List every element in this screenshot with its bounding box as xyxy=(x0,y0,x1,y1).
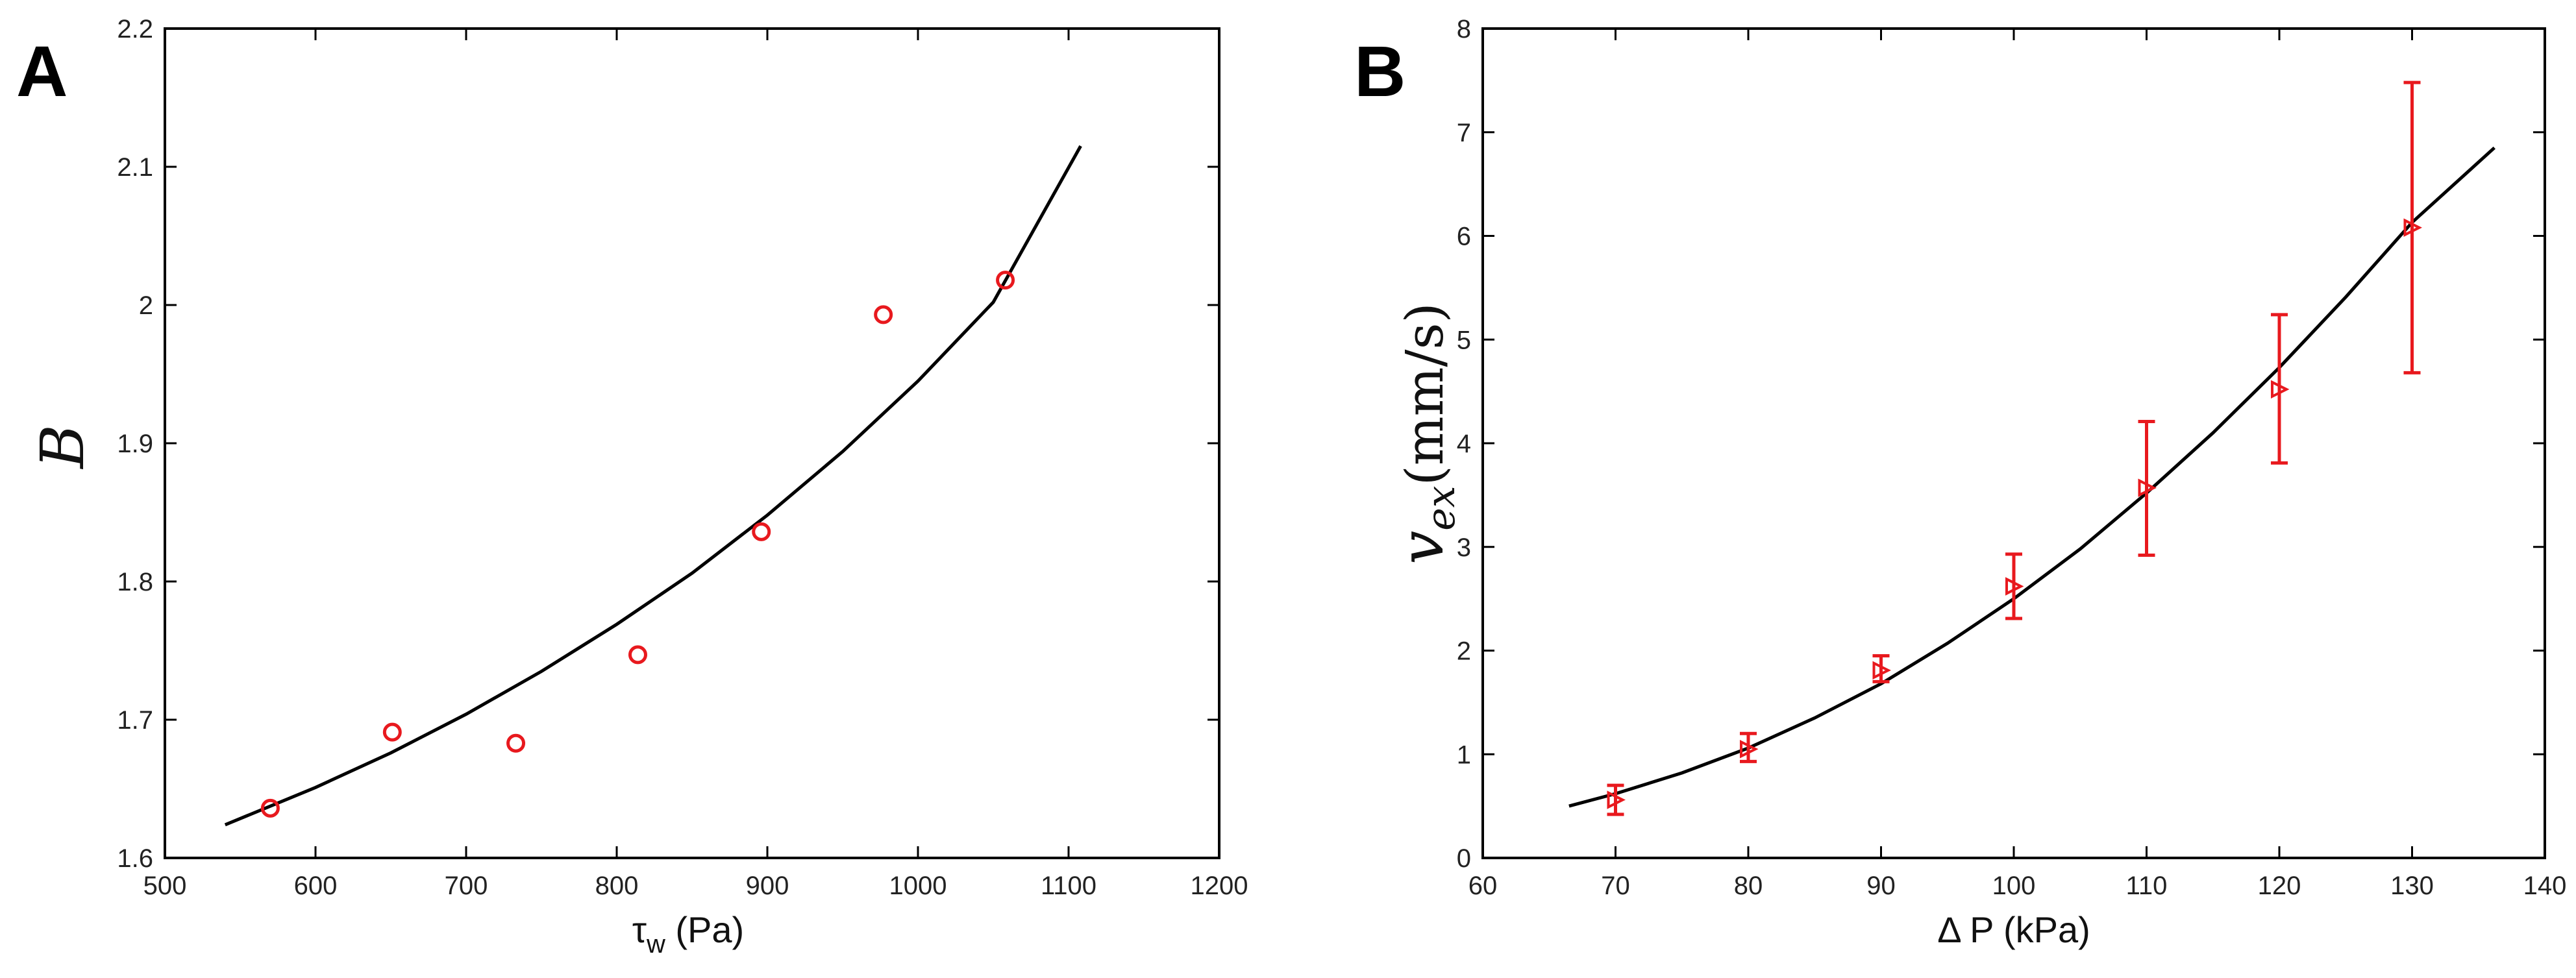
panel-b-y-axis-label-unit: (mm/s) xyxy=(1394,302,1455,485)
panel-b-letter: B xyxy=(1354,32,1406,112)
panel-b-x-tick-label: 120 xyxy=(2258,872,2301,900)
panel-a-x-tick-label: 500 xyxy=(143,872,187,900)
panel-a-x-tick-label: 800 xyxy=(595,872,639,900)
panel-b-y-tick-label: 1 xyxy=(1457,740,1471,769)
panel-a-y-tick-label: 2 xyxy=(139,291,153,320)
panel-b-ticks: 60 70 80 90 100 110 120 130 140 0 1 2 3 4 5 6 7 8 xyxy=(1457,15,2567,900)
panel-b-y-tick-label: 8 xyxy=(1457,15,1471,43)
panel-a-letter: A xyxy=(16,32,68,112)
panel-b-x-tick-label: 100 xyxy=(1992,872,2036,900)
panel-b-y-tick-label: 0 xyxy=(1457,844,1471,873)
panel-a-y-tick-label: 2.1 xyxy=(117,153,153,182)
data-point xyxy=(874,305,893,324)
panel-b: B 60 70 80 90 100 110 120 130 140 0 1 2 3 4 5 6 7 8 vex(m… xyxy=(1354,15,2566,950)
data-point xyxy=(2271,380,2290,399)
data-point xyxy=(506,733,526,753)
data-point xyxy=(1872,661,1891,680)
panel-a-x-axis-label: τw (Pa) xyxy=(632,909,744,959)
panel-a-y-tick-label: 1.6 xyxy=(117,844,153,873)
data-point xyxy=(2403,218,2422,237)
data-point xyxy=(2138,478,2157,497)
panel-b-x-axis-label: Δ P (kPa) xyxy=(1937,909,2090,950)
panel-a-x-tick-label: 1000 xyxy=(889,872,947,900)
panel-b-x-tick-label: 70 xyxy=(1601,872,1630,900)
panel-b-y-tick-label: 5 xyxy=(1457,326,1471,354)
panel-a-ticks: 500 600 700 800 900 1000 1100 1200 1.6 1.7 1.8 1.9 2… xyxy=(117,15,1248,900)
panel-a-x-axis-label-sub: w xyxy=(646,930,665,959)
panel-b-x-tick-label: 60 xyxy=(1468,872,1498,900)
data-point xyxy=(1740,740,1759,759)
panel-a-x-tick-label: 700 xyxy=(445,872,488,900)
panel-b-y-tick-label: 2 xyxy=(1457,637,1471,666)
data-point xyxy=(260,798,280,818)
data-point xyxy=(996,271,1015,290)
panel-b-y-axis-label-main: v xyxy=(1387,531,1457,565)
panel-a-x-tick-label: 1200 xyxy=(1191,872,1248,900)
panel-b-y-tick-label: 6 xyxy=(1457,223,1471,251)
panel-b-y-tick-label: 7 xyxy=(1457,119,1471,147)
panel-b-fit-curve xyxy=(1568,146,2496,808)
panel-b-plot-frame xyxy=(1481,27,2546,859)
data-point xyxy=(628,645,647,665)
panel-b-data-points xyxy=(1607,218,2422,809)
panel-a-y-tick-label: 2.2 xyxy=(117,15,153,43)
panel-b-y-tick-label: 4 xyxy=(1457,430,1471,458)
data-point xyxy=(2005,577,2024,596)
panel-a-y-tick-label: 1.9 xyxy=(117,430,153,458)
panel-a-fit-curve xyxy=(224,145,1082,827)
panel-a-x-axis-label-unit: (Pa) xyxy=(665,909,744,950)
panel-b-x-tick-label: 140 xyxy=(2523,872,2567,900)
panel-a-data-points xyxy=(260,271,1015,818)
data-point xyxy=(382,722,402,742)
panel-b-error-bars xyxy=(1607,80,2421,816)
panel-b-x-tick-label: 90 xyxy=(1866,872,1896,900)
panel-b-y-tick-label: 3 xyxy=(1457,533,1471,562)
panel-a: A 500 600 700 800 900 1000 1100 1200 1.6 1.7 1.8 1.… xyxy=(16,15,1248,959)
panel-b-y-axis-label-sub: ex xyxy=(1418,485,1464,530)
data-point xyxy=(1607,790,1626,809)
panel-a-x-tick-label: 1100 xyxy=(1041,872,1096,900)
panel-a-y-tick-label: 1.8 xyxy=(117,568,153,596)
panel-a-plot-frame xyxy=(164,27,1220,859)
panel-a-x-tick-label: 600 xyxy=(294,872,338,900)
panel-a-y-tick-label: 1.7 xyxy=(117,706,153,735)
panel-a-x-tick-label: 900 xyxy=(746,872,789,900)
panel-a-y-axis-label: B xyxy=(28,424,97,470)
panel-b-x-tick-label: 130 xyxy=(2390,872,2434,900)
panel-b-y-axis-label: vex(mm/s) xyxy=(1387,302,1464,565)
panel-b-x-tick-label: 80 xyxy=(1734,872,1763,900)
panel-b-x-tick-label: 110 xyxy=(2126,872,2168,900)
panel-a-x-axis-label-main: τ xyxy=(632,909,647,950)
data-point xyxy=(752,522,771,541)
